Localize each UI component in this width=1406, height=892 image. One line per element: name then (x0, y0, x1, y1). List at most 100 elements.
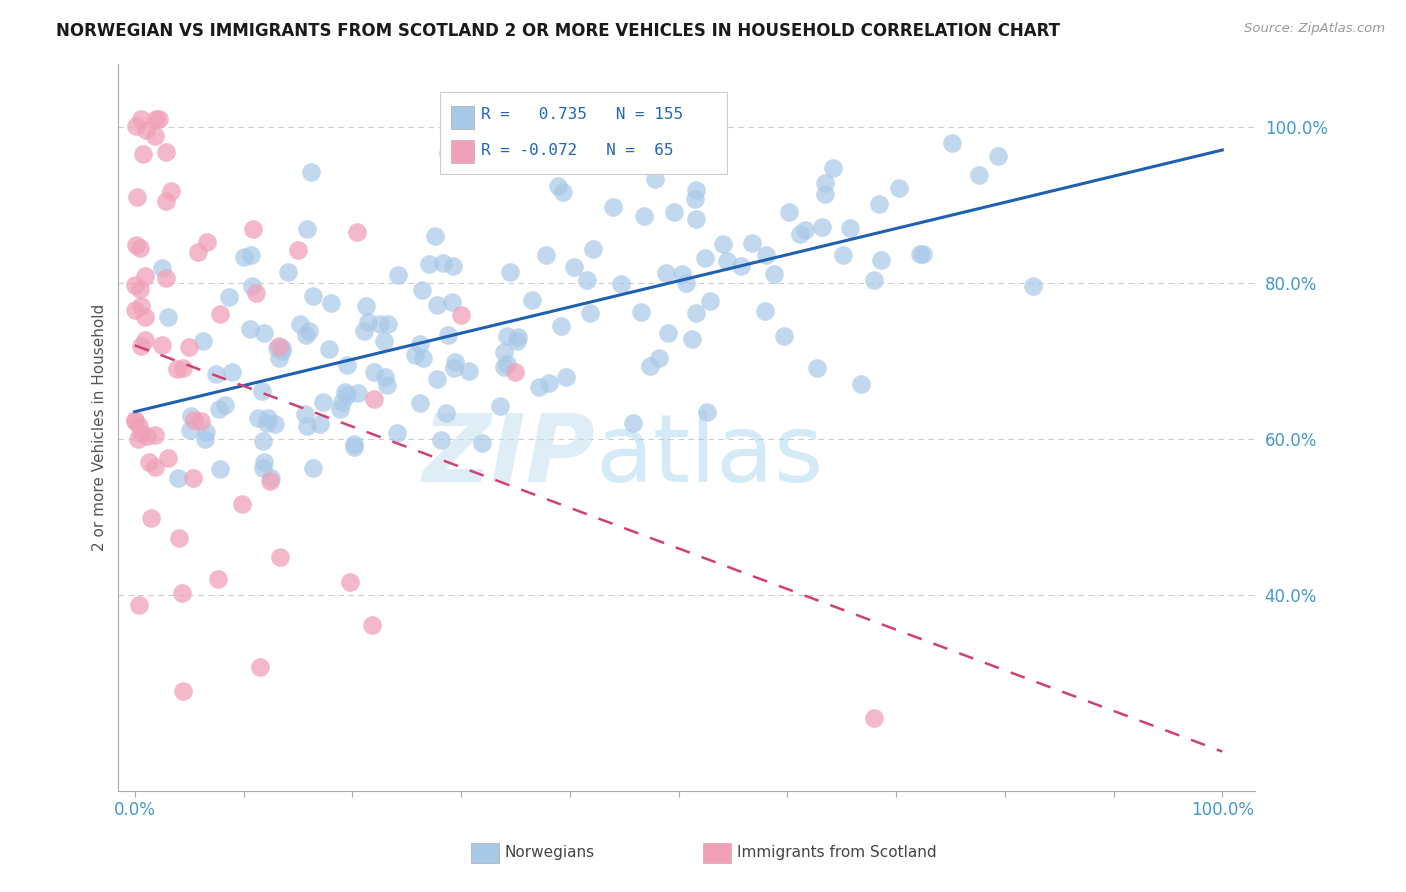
Point (309, 417, 332, 432)
Point (644, 171, 666, 186)
Point (336, 358, 359, 372)
Point (245, 286, 267, 301)
Point (553, 185, 575, 199)
Point (969, 168, 991, 182)
Text: atlas: atlas (596, 410, 824, 502)
Point (496, 329, 519, 343)
Point (195, 235, 218, 249)
Point (987, 149, 1010, 163)
Point (129, 339, 152, 353)
Point (495, 357, 517, 371)
Point (167, 531, 190, 545)
Point (253, 326, 276, 340)
Point (434, 406, 457, 420)
Point (773, 329, 796, 343)
Point (683, 192, 706, 206)
Point (357, 315, 380, 329)
Point (385, 426, 408, 441)
Point (143, 460, 166, 475)
Point (529, 380, 551, 394)
Point (155, 194, 177, 209)
Point (298, 324, 321, 338)
Point (294, 407, 316, 421)
Point (377, 317, 399, 331)
Point (869, 253, 891, 268)
Point (252, 434, 274, 448)
Point (537, 376, 560, 391)
Point (143, 427, 166, 442)
Point (630, 305, 652, 319)
Point (806, 361, 828, 376)
Point (657, 326, 679, 341)
Point (252, 460, 274, 475)
Point (441, 259, 464, 273)
Point (180, 409, 202, 423)
Point (458, 364, 481, 378)
Point (233, 250, 256, 264)
Point (312, 395, 335, 409)
Point (125, 189, 148, 203)
Point (242, 279, 264, 293)
Point (762, 267, 785, 281)
Point (375, 378, 398, 392)
Point (471, 436, 494, 450)
Point (124, 302, 146, 317)
Point (554, 369, 576, 384)
Point (221, 366, 243, 380)
Point (269, 550, 291, 565)
Point (167, 471, 190, 485)
Text: Immigrants from Scotland: Immigrants from Scotland (737, 846, 936, 860)
Point (361, 617, 384, 632)
Point (145, 112, 167, 126)
Point (426, 298, 449, 312)
Point (373, 334, 395, 348)
Point (621, 416, 644, 430)
Point (547, 178, 569, 193)
Point (681, 332, 703, 346)
Point (124, 413, 146, 427)
Point (562, 260, 585, 274)
Point (425, 228, 447, 243)
Point (443, 361, 465, 376)
Point (135, 123, 157, 137)
Point (124, 277, 146, 292)
Point (124, 414, 146, 428)
Point (287, 243, 309, 257)
Point (814, 176, 837, 190)
Point (159, 184, 181, 198)
Point (505, 334, 527, 349)
Point (214, 398, 236, 412)
Point (789, 227, 811, 241)
Point (181, 471, 204, 485)
Point (166, 361, 188, 376)
Point (506, 330, 529, 344)
Point (183, 413, 205, 427)
Point (128, 241, 150, 255)
Point (814, 186, 837, 201)
Point (170, 586, 193, 600)
Point (295, 327, 318, 342)
Point (695, 251, 717, 265)
Point (426, 372, 449, 386)
Point (778, 204, 800, 219)
Point (260, 471, 283, 485)
Point (868, 197, 890, 211)
Point (343, 437, 366, 451)
Point (534, 248, 557, 262)
Point (839, 221, 862, 235)
Text: Norwegians: Norwegians (505, 846, 595, 860)
Point (633, 210, 655, 224)
Point (530, 799, 553, 814)
Point (794, 223, 817, 237)
Point (696, 405, 718, 419)
Point (638, 359, 661, 373)
Point (257, 410, 280, 425)
Point (655, 266, 678, 280)
Point (450, 308, 472, 322)
Point (256, 417, 278, 431)
Point (329, 402, 352, 417)
Point (430, 433, 453, 447)
Text: R = -0.072   N =  65: R = -0.072 N = 65 (481, 143, 673, 158)
Point (267, 351, 290, 365)
Point (135, 429, 157, 443)
